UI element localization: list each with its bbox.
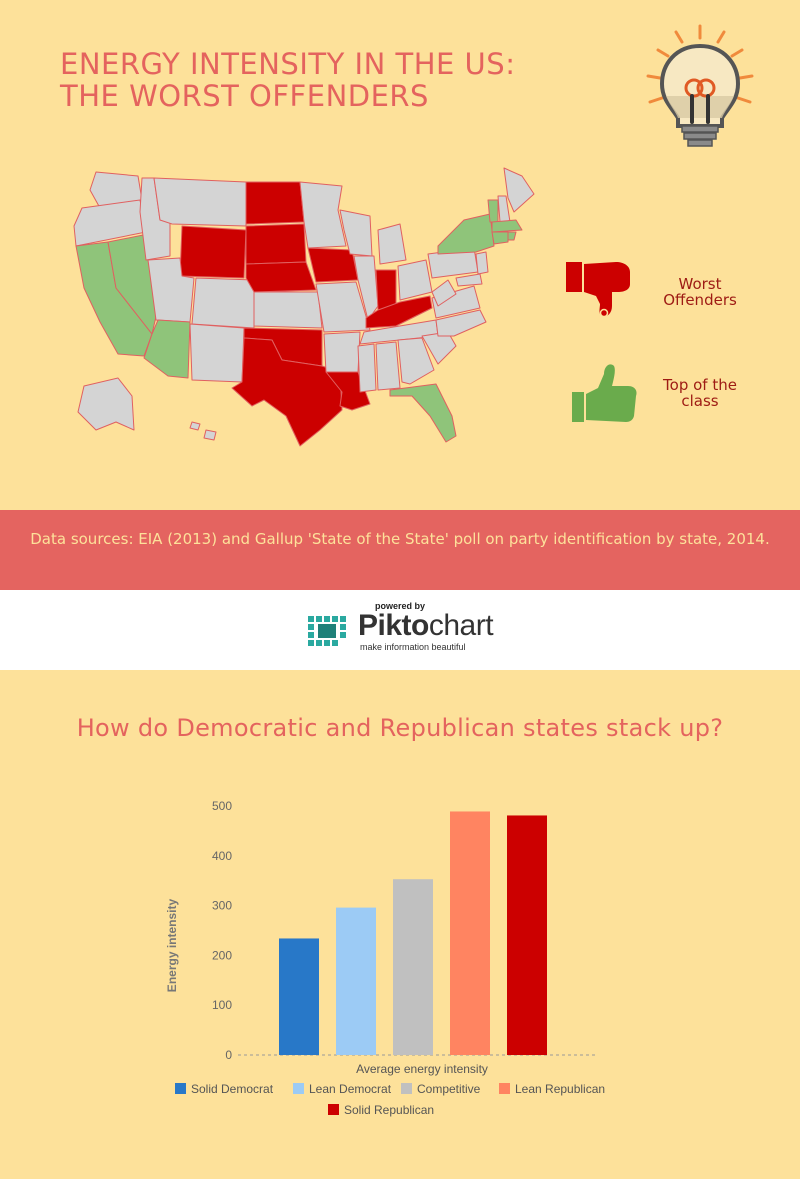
legend-entry: Solid Republican bbox=[344, 1103, 434, 1117]
state-north-dakota bbox=[245, 181, 305, 225]
state-vermont bbox=[487, 199, 499, 223]
state-indiana bbox=[375, 269, 397, 311]
piktochart-logo-icon[interactable] bbox=[308, 616, 350, 650]
state-nebraska bbox=[245, 261, 317, 293]
state-hawaii bbox=[189, 421, 217, 441]
state-alabama bbox=[375, 341, 401, 391]
piktochart-tagline: make information beautiful bbox=[360, 642, 466, 652]
y-tick-label: 100 bbox=[212, 998, 232, 1012]
bar-solid-democrat bbox=[279, 938, 319, 1055]
legend-swatch bbox=[293, 1083, 304, 1094]
piktochart-brand[interactable]: Piktochart bbox=[358, 609, 494, 642]
y-tick-label: 200 bbox=[212, 948, 232, 962]
powered-by-footer: powered by Piktochart make information b… bbox=[0, 590, 800, 670]
y-tick-label: 500 bbox=[212, 799, 232, 813]
header-section: ENERGY INTENSITY IN THE US: THE WORST OF… bbox=[0, 0, 800, 510]
state-florida bbox=[389, 383, 457, 443]
state-louisiana bbox=[325, 371, 371, 411]
y-tick-label: 0 bbox=[225, 1048, 232, 1062]
state-kentucky bbox=[365, 295, 433, 329]
state-kansas bbox=[253, 291, 323, 329]
state-mississippi bbox=[357, 343, 377, 393]
state-connecticut bbox=[491, 231, 509, 245]
state-south-dakota bbox=[245, 223, 307, 265]
bar-lean-democrat bbox=[336, 907, 376, 1055]
legend-swatch bbox=[499, 1083, 510, 1094]
state-oregon bbox=[73, 199, 147, 247]
state-minnesota bbox=[299, 181, 347, 249]
light-bulb-icon bbox=[646, 24, 754, 147]
state-west-virginia bbox=[431, 279, 457, 307]
page-title-line1: ENERGY INTENSITY IN THE US: bbox=[60, 47, 516, 81]
thumbs-down-icon bbox=[566, 262, 630, 318]
state-new-mexico bbox=[189, 323, 245, 383]
powered-by-label: powered by bbox=[374, 601, 425, 611]
state-georgia bbox=[397, 337, 435, 385]
legend-top-line1: Top of the bbox=[663, 376, 737, 394]
legend-worst-line1: Worst bbox=[678, 275, 722, 293]
chart-title: How do Democratic and Republican states … bbox=[76, 714, 724, 742]
state-michigan bbox=[377, 223, 407, 265]
page-title-line2: THE WORST OFFENDERS bbox=[60, 79, 429, 113]
legend-entry: Lean Democrat bbox=[309, 1082, 392, 1096]
y-tick-label: 400 bbox=[212, 849, 232, 863]
state-maine bbox=[503, 167, 535, 213]
state-new-york bbox=[437, 213, 495, 255]
state-maryland bbox=[455, 273, 483, 287]
legend-swatch bbox=[328, 1104, 339, 1115]
bar-solid-republican bbox=[507, 815, 547, 1055]
bar-lean-republican bbox=[450, 811, 490, 1055]
state-montana bbox=[153, 177, 247, 227]
legend-swatch bbox=[401, 1083, 412, 1094]
state-texas bbox=[231, 337, 343, 447]
data-sources-text: Data sources: EIA (2013) and Gallup 'Sta… bbox=[30, 530, 770, 548]
state-missouri bbox=[315, 281, 371, 333]
state-alaska bbox=[77, 377, 135, 431]
state-wyoming bbox=[179, 225, 247, 279]
chart-section: How do Democratic and Republican states … bbox=[0, 670, 800, 1179]
legend-worst-label: Worst Offenders bbox=[645, 276, 755, 308]
legend-top-line2: class bbox=[681, 392, 719, 410]
state-arkansas bbox=[323, 331, 361, 373]
legend-entry: Lean Republican bbox=[515, 1082, 605, 1096]
state-wisconsin bbox=[339, 209, 373, 257]
legend-top-label: Top of the class bbox=[645, 377, 755, 409]
state-arizona bbox=[143, 319, 191, 379]
state-new-hampshire bbox=[497, 195, 511, 223]
x-axis-label: Average energy intensity bbox=[356, 1062, 488, 1076]
page-title: ENERGY INTENSITY IN THE US: THE WORST OF… bbox=[60, 48, 515, 112]
state-colorado bbox=[191, 277, 255, 329]
state-rhode-island bbox=[507, 231, 517, 241]
state-virginia bbox=[431, 285, 481, 319]
bar-chart: 0 100 200 300 400 500 Energy intensity Average … bbox=[165, 799, 605, 1117]
state-ohio bbox=[397, 259, 433, 301]
brand-part-b: chart bbox=[428, 609, 494, 642]
legend-worst-line2: Offenders bbox=[663, 291, 737, 309]
brand-part-a: Pikto bbox=[358, 609, 429, 642]
state-north-carolina bbox=[435, 309, 487, 337]
y-tick-label: 300 bbox=[212, 899, 232, 913]
legend-entry: Solid Democrat bbox=[191, 1082, 274, 1096]
state-utah bbox=[147, 257, 195, 323]
state-new-jersey bbox=[475, 251, 489, 275]
legend-entry: Competitive bbox=[417, 1082, 481, 1096]
y-axis-label: Energy intensity bbox=[165, 898, 179, 992]
us-map bbox=[73, 167, 535, 447]
data-sources-banner: Data sources: EIA (2013) and Gallup 'Sta… bbox=[0, 510, 800, 590]
bar-competitive bbox=[393, 879, 433, 1055]
legend-swatch bbox=[175, 1083, 186, 1094]
thumbs-up-icon bbox=[572, 364, 637, 422]
state-massachusetts bbox=[491, 219, 523, 233]
